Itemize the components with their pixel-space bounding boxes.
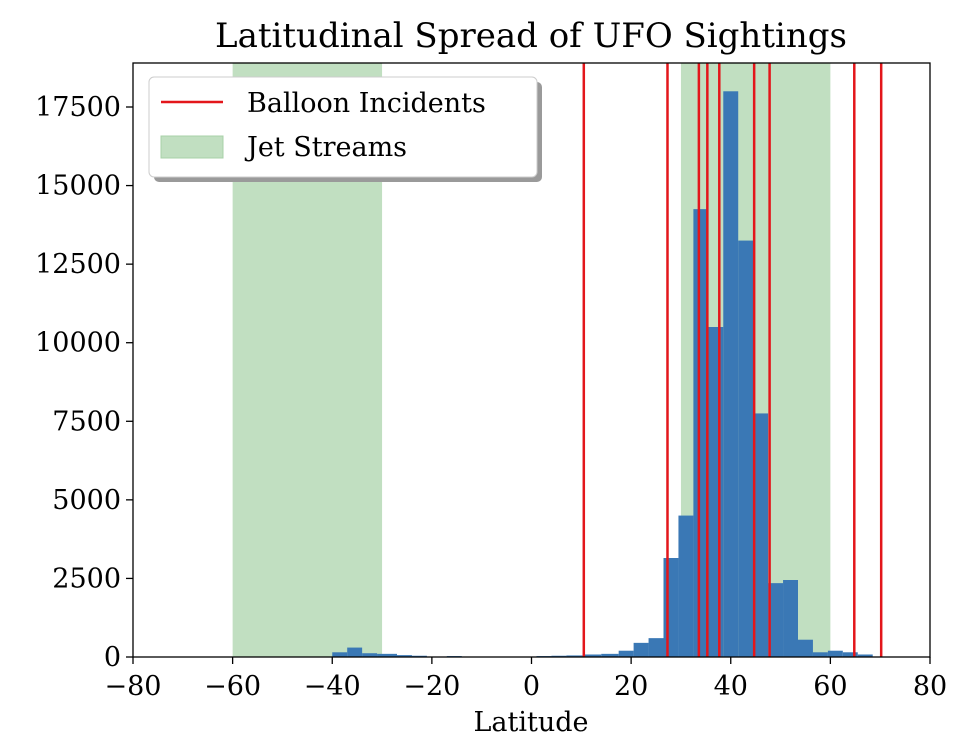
- histogram-bar-25: [812, 652, 828, 657]
- histogram-bar-11: [601, 653, 619, 657]
- histogram-bar-12: [618, 650, 634, 657]
- x-tick-label-8: 80: [913, 671, 947, 702]
- histogram-bar-26: [827, 650, 843, 657]
- x-axis-ticks: −80 −60 −40 −20 0 20 40 60 80: [105, 657, 947, 702]
- legend-jet-stream-swatch: [160, 135, 224, 159]
- histogram-bar-4: [397, 655, 412, 657]
- histogram-bar-9: [566, 655, 584, 657]
- y-tick-label-4: 10000: [35, 328, 121, 359]
- y-axis-ticks: 0 2500 5000 7500 10000 12500 15000 17500: [35, 92, 133, 673]
- x-tick-label-7: 60: [813, 671, 847, 702]
- y-tick-label-6: 15000: [35, 171, 121, 202]
- y-tick-label-3: 7500: [52, 406, 121, 437]
- histogram-bar-16: [678, 515, 694, 657]
- legend-label-jet-streams: Jet Streams: [244, 132, 407, 163]
- legend-label-balloon: Balloon Incidents: [247, 88, 486, 119]
- balloon-incident-lines: [582, 63, 883, 657]
- histogram-bar-2: [362, 653, 378, 657]
- x-tick-label-6: 40: [714, 671, 748, 702]
- y-tick-label-0: 0: [104, 642, 121, 673]
- histogram-bar-3: [377, 653, 398, 657]
- histogram-bar-15: [663, 558, 679, 657]
- histogram-bar-24: [797, 639, 813, 657]
- histogram-bar-1: [347, 647, 363, 657]
- x-tick-label-1: −60: [204, 671, 261, 702]
- y-tick-label-7: 17500: [35, 92, 121, 123]
- legend-box: [148, 76, 538, 178]
- chart-title: Latitudinal Spread of UFO Sightings: [215, 16, 847, 56]
- histogram-bar-10: [583, 654, 602, 657]
- histogram-bar-22: [768, 583, 784, 657]
- x-tick-label-0: −80: [105, 671, 162, 702]
- histogram-bar-19: [723, 91, 739, 658]
- histogram-bar-28: [857, 654, 873, 657]
- x-tick-label-4: 0: [523, 671, 540, 702]
- x-tick-label-5: 20: [614, 671, 648, 702]
- histogram-bar-20: [738, 240, 754, 658]
- legend: Balloon Incidents Jet Streams: [148, 76, 542, 182]
- x-tick-label-3: −20: [403, 671, 460, 702]
- y-tick-label-2: 5000: [52, 485, 121, 516]
- histogram-bar-14: [648, 638, 664, 657]
- x-axis-label: Latitude: [473, 707, 588, 738]
- histogram-bar-21: [753, 413, 769, 657]
- histogram-bars: [332, 91, 873, 658]
- y-tick-label-5: 12500: [35, 249, 121, 280]
- x-tick-label-2: −40: [304, 671, 361, 702]
- histogram-bar-17: [693, 209, 709, 657]
- histogram-bar-0: [332, 652, 348, 657]
- histogram-bar-18: [708, 327, 724, 657]
- y-tick-label-1: 2500: [52, 563, 121, 594]
- histogram-bar-13: [633, 642, 649, 657]
- histogram-bar-27: [842, 652, 858, 657]
- histogram-bar-23: [783, 580, 798, 657]
